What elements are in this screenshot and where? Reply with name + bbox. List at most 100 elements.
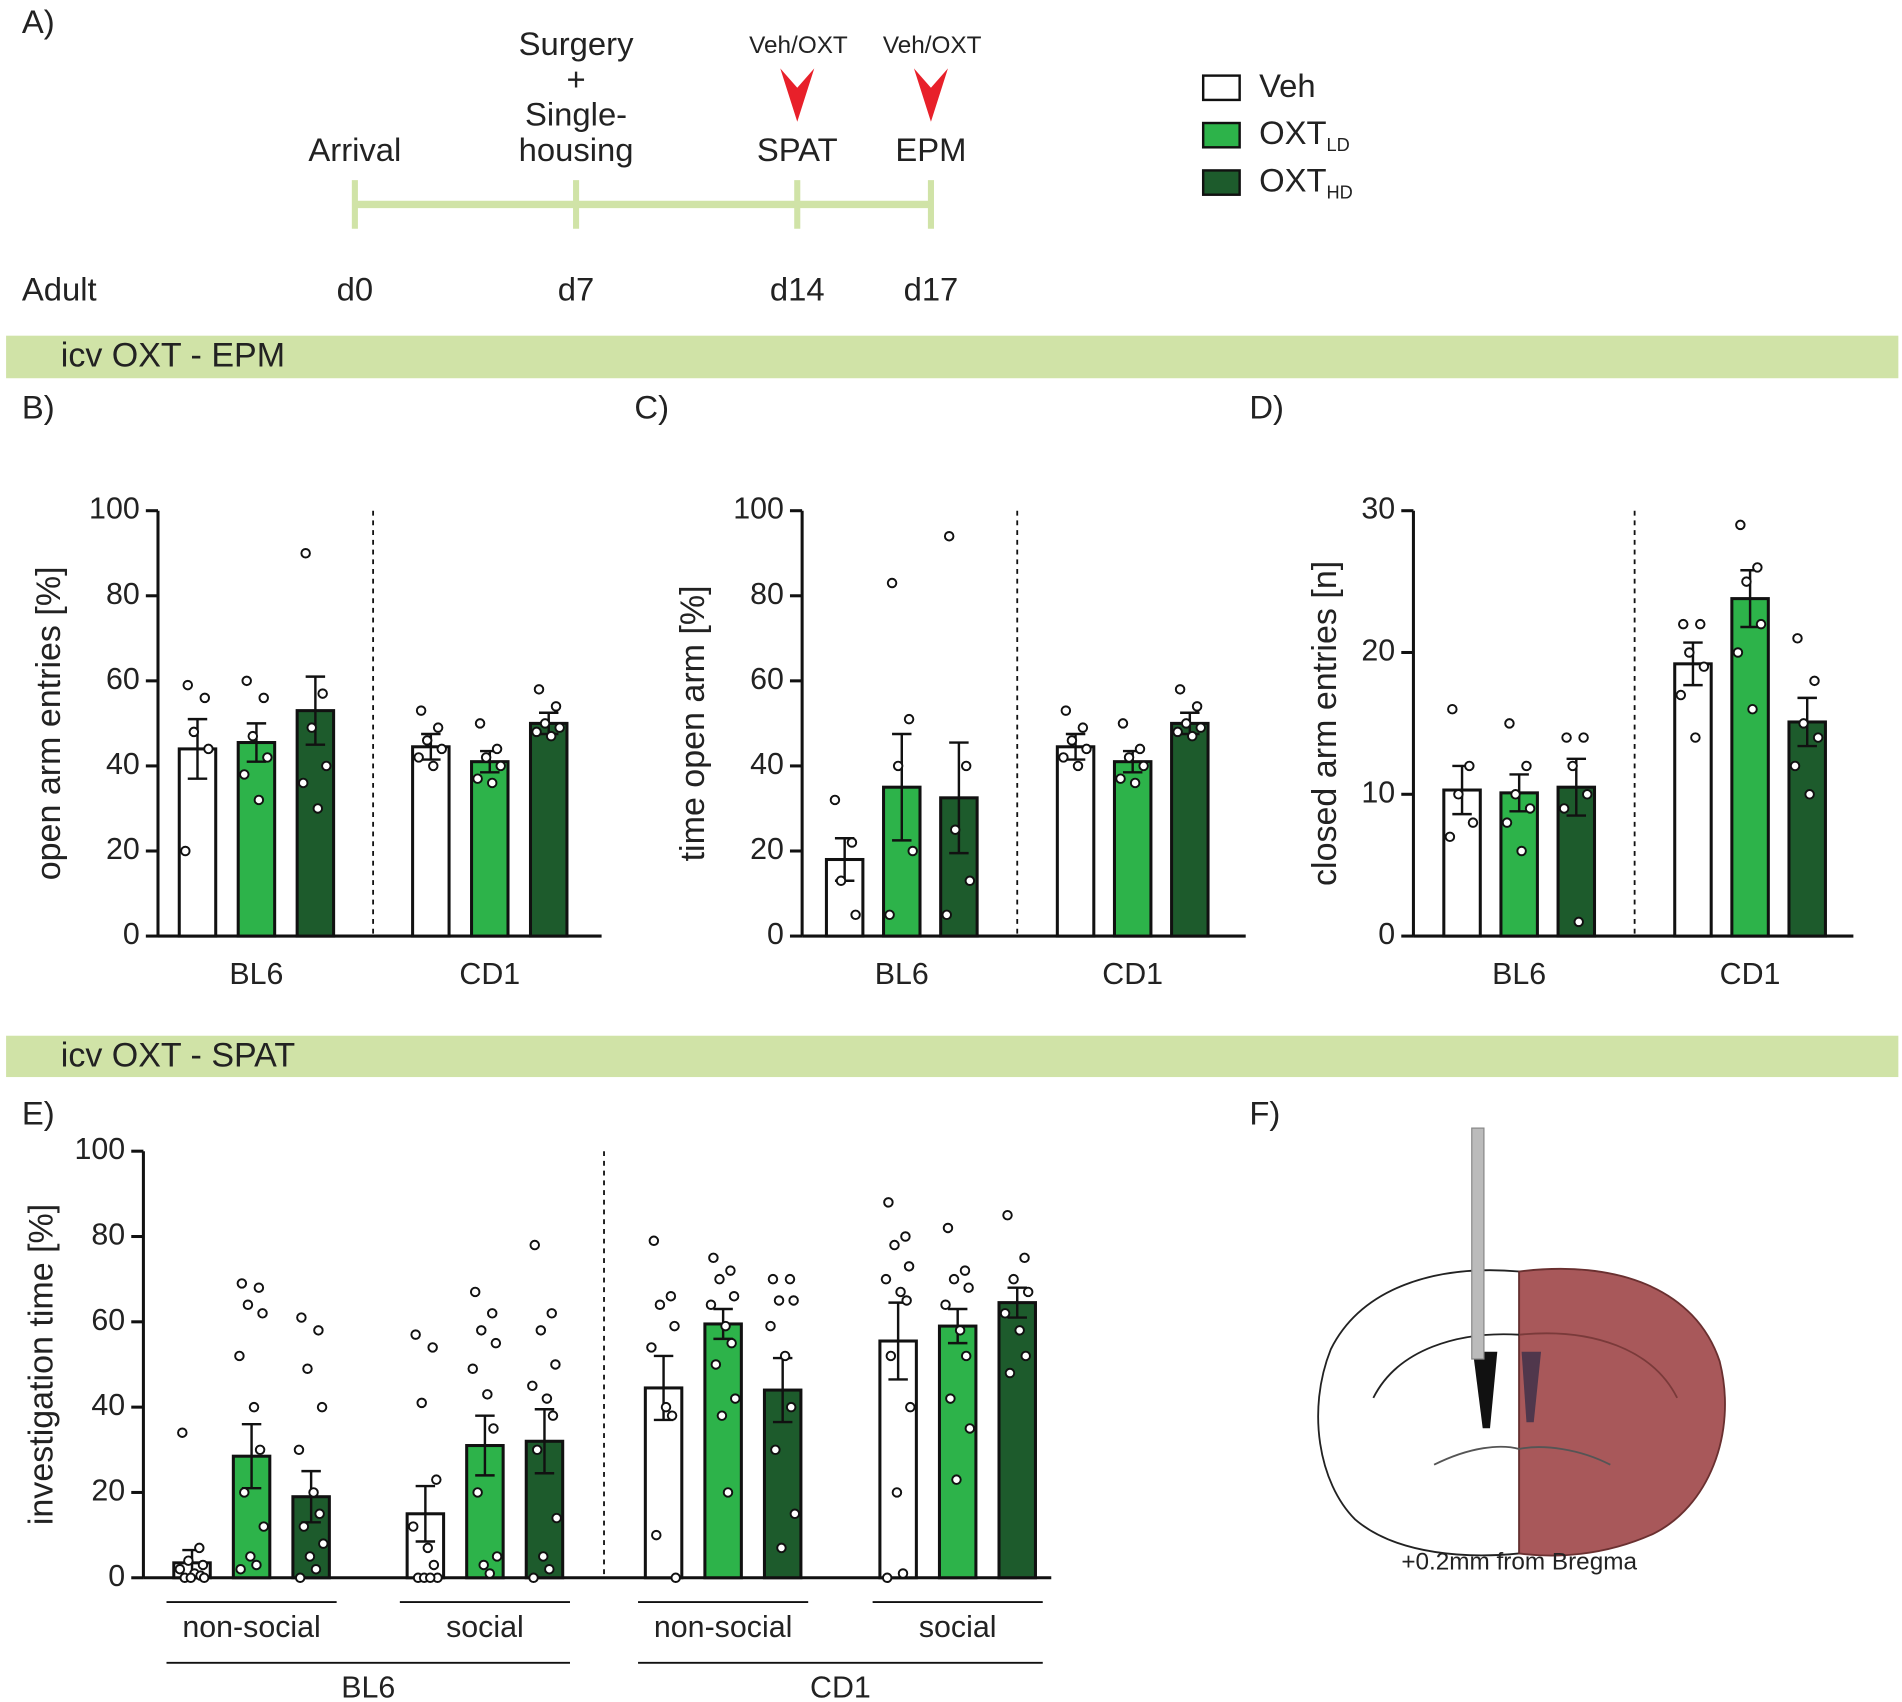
data-point [1755,618,1767,630]
data-point [538,1551,549,1562]
data-point [294,1572,306,1583]
data-point [194,1542,205,1554]
data-point [1191,701,1203,712]
data-point [945,1393,956,1404]
data-point [1174,684,1186,695]
x-tick-label: BL6 [875,957,929,991]
data-point [1809,675,1820,687]
data-point [1195,722,1206,733]
x-tick-label: non-social [182,1610,320,1644]
data-point [317,688,328,699]
data-point [1752,562,1763,573]
data-point [829,794,841,806]
data-point [551,1512,562,1524]
data-point [846,837,858,848]
data-point [469,1286,481,1298]
data-point [1735,519,1746,531]
y-axis-title: investigation time [%] [23,1204,61,1525]
data-point [188,726,200,738]
data-point [892,760,904,772]
data-point [544,1564,555,1575]
data-point [197,1559,209,1571]
data-point [941,909,952,921]
data-point [488,1423,499,1434]
y-tick-label: 60 [91,1303,125,1337]
data-point [959,1265,971,1276]
data-point [1582,789,1593,800]
data-point [1117,718,1129,729]
data-point [900,1231,911,1242]
data-point [960,760,972,772]
legend-swatch [1201,121,1241,149]
panel-label: D) [1249,389,1284,426]
data-point [258,692,269,704]
bar [997,1301,1037,1580]
data-point [541,1393,553,1404]
data-point [1741,576,1752,587]
data-point [431,1474,442,1485]
data-point [550,701,562,712]
data-point [660,1401,672,1413]
data-point [1684,647,1695,658]
y-tick-label: 20 [106,832,140,866]
data-point [1558,803,1570,814]
data-point [245,1551,256,1562]
data-point [646,1342,657,1353]
data-point [654,1299,666,1310]
data-point [1008,1273,1019,1285]
data-point [547,1410,559,1421]
data-point [964,1423,976,1434]
data-point [1180,718,1192,729]
data-point [1578,732,1589,743]
data-point [881,1572,893,1583]
data-point [1134,743,1146,755]
data-point [416,1397,427,1409]
data-point [474,718,486,729]
data-point [903,1261,915,1272]
data-point [316,1401,328,1413]
y-tick-label: 40 [91,1388,125,1422]
data-point [951,1474,962,1485]
y-tick-label: 0 [108,1559,125,1593]
data-point [472,773,483,784]
panel-label: F) [1249,1095,1280,1132]
data-point [891,1487,903,1498]
data-point [480,752,492,763]
data-point [880,1273,892,1285]
caption: +0.2mm from Bregma [1401,1549,1637,1576]
data-point [413,752,424,763]
x-tick-label: social [446,1610,524,1644]
y-tick-label: 20 [750,832,784,866]
data-point [1678,618,1689,630]
y-tick-label: 100 [733,492,784,526]
panel-label: E) [22,1095,55,1132]
legend-name: Veh [1259,66,1316,103]
data-point [651,1529,662,1541]
data-point [950,824,961,835]
data-point [235,1564,246,1575]
data-point [478,1559,489,1571]
data-point [415,705,427,716]
data-point [310,1564,322,1575]
legend-swatch [1201,169,1241,196]
data-point [905,1401,916,1413]
data-point [304,1551,316,1562]
data-point [728,1291,740,1302]
data-point [180,845,191,857]
data-point [486,1308,498,1319]
data-point [954,1325,966,1336]
data-point [241,675,252,687]
data-point [436,743,448,755]
y-tick-label: 10 [1361,775,1395,809]
data-point [262,752,273,763]
data-point [302,1363,313,1374]
data-point [1077,722,1089,733]
data-point [258,1521,269,1532]
data-point [788,1295,799,1306]
data-point [482,1389,493,1400]
x-tick-label: non-social [654,1610,792,1644]
data-point [903,713,915,725]
section-title: icv OXT - SPAT [61,1037,295,1075]
legend-label: OXTHD [1259,161,1353,202]
data-point [486,777,498,789]
